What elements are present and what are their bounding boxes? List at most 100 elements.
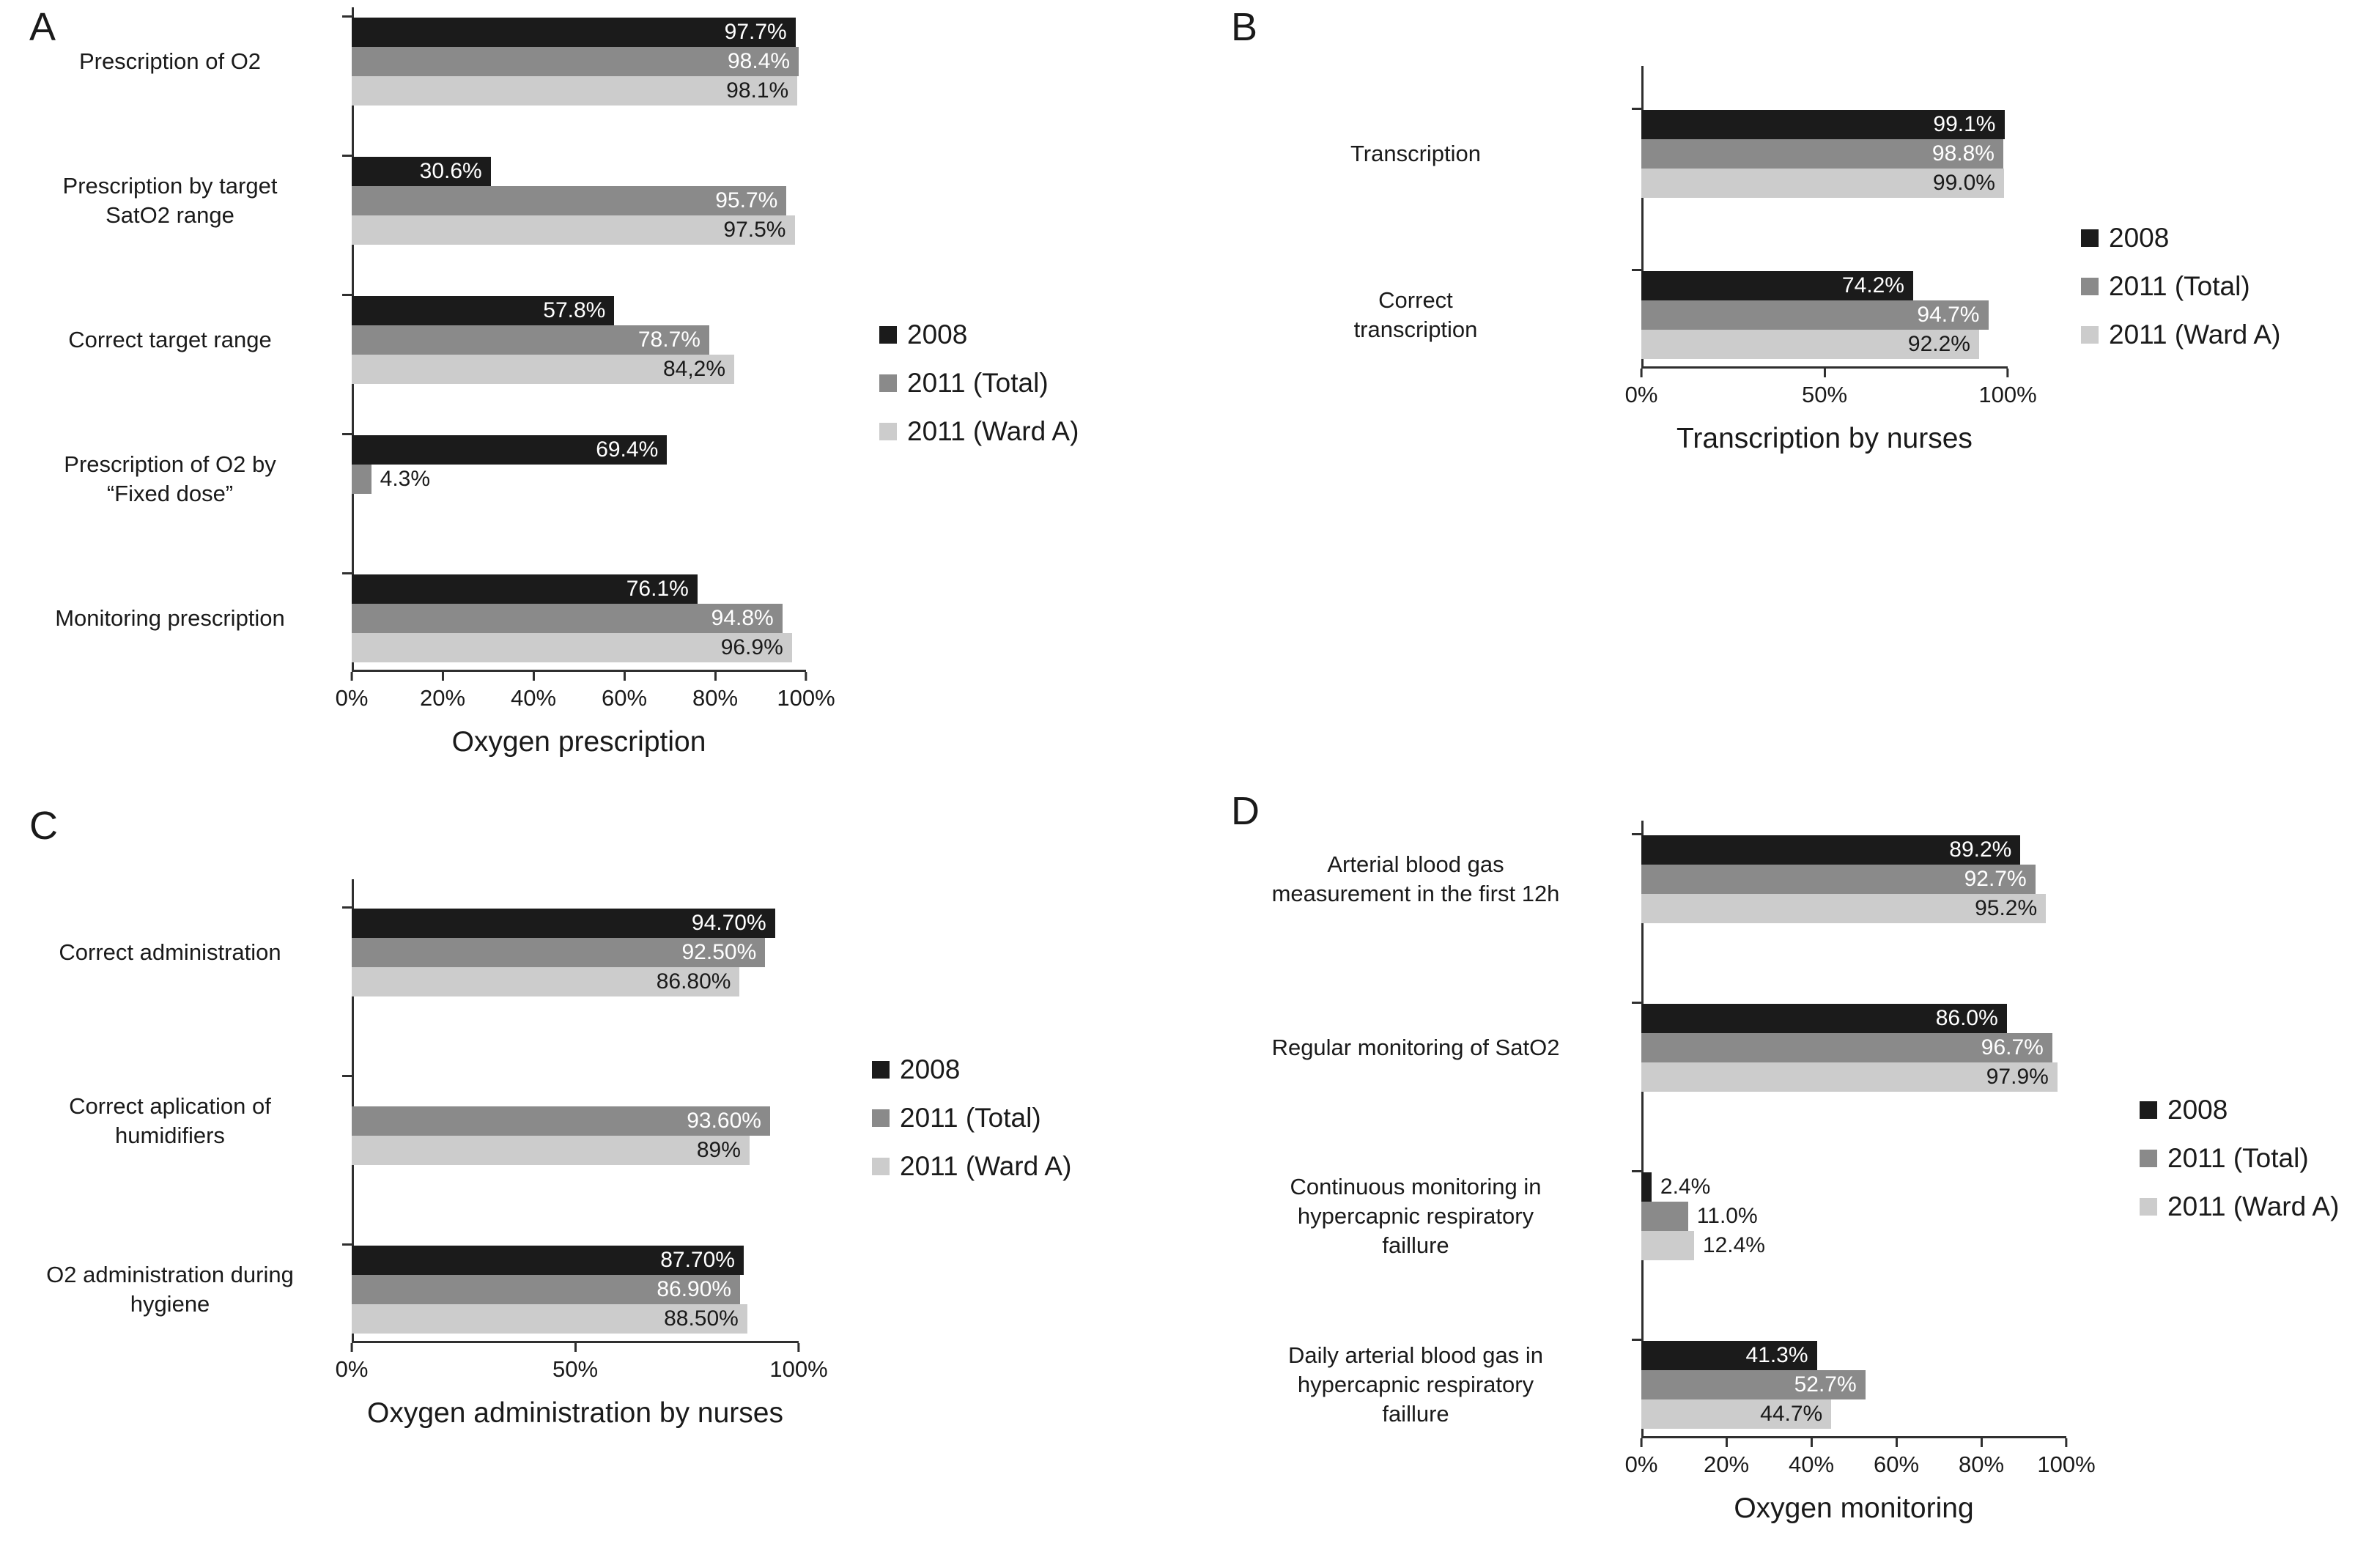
legend-swatch <box>879 325 897 344</box>
x-tick-mark <box>2065 1438 2068 1447</box>
x-tick: 80% <box>692 672 738 711</box>
x-tick: 100% <box>769 1343 828 1383</box>
bar-slot: 92.7% <box>1641 865 2066 894</box>
x-tick-mark <box>1640 369 1643 377</box>
bar-stack: 94.70% 92.50% 86.80% <box>352 909 799 996</box>
x-tick-label: 80% <box>1958 1451 2005 1477</box>
category-label: Correct aplication of humidifiers <box>69 1093 271 1148</box>
bar-value-label: 98.1% <box>726 78 789 103</box>
panel-letter-d: D <box>1231 789 1260 833</box>
bar-groups: Arterial blood gas measurement in the fi… <box>1231 821 2066 1436</box>
bar-2008: 87.70% <box>352 1246 744 1275</box>
bar-group: Prescription by target SatO2 range 30.6% 9… <box>29 155 806 245</box>
legend-label: 2011 (Ward A) <box>2167 1191 2340 1221</box>
x-tick-mark <box>797 1343 800 1352</box>
bar-2011 (Ward A): 97.5% <box>352 215 795 245</box>
bar-2011 (Total): 94.8% <box>352 604 783 633</box>
bar-stack: 41.3% 52.7% 44.7% <box>1641 1341 2066 1429</box>
bar-value-label: 95.2% <box>1975 896 2038 920</box>
x-tick: 40% <box>511 672 556 711</box>
bar-value-label: 57.8% <box>543 298 606 322</box>
bar-slot: 41.3% <box>1641 1341 2066 1370</box>
bar-2011 (Total) <box>1641 1202 1688 1231</box>
x-tick-mark <box>805 672 807 681</box>
x-tick-label: 50% <box>552 1356 599 1382</box>
x-tick-label: 40% <box>510 685 557 711</box>
bar-stack: 87.70% 86.90% 88.50% <box>352 1246 799 1334</box>
legend-swatch <box>872 1060 890 1079</box>
x-tick: 60% <box>1874 1438 1919 1478</box>
x-tick-label: 50% <box>1801 382 1848 407</box>
x-axis-title: Oxygen monitoring <box>1734 1493 1974 1524</box>
legend-item: 2011 (Total) <box>2140 1143 2339 1174</box>
x-tick: 0% <box>335 672 369 711</box>
bar-value-label: 78.7% <box>637 328 700 352</box>
bar-slot: 44.7% <box>1641 1399 2066 1429</box>
bar-groups: Prescription of O2 97.7% 98.4% 98.1% Prescri… <box>29 7 806 670</box>
x-tick: 40% <box>1789 1438 1834 1478</box>
panel-letter-c: C <box>29 804 58 848</box>
legend-label: 2008 <box>907 319 968 350</box>
bar-stack: 2.4% 11.0% 12.4% <box>1641 1172 2066 1260</box>
bar-value-label: 98.4% <box>728 49 791 73</box>
bar-value-label: 86.90% <box>657 1277 732 1301</box>
bar-value-label: 92.7% <box>1964 867 2027 891</box>
bar-stack: 76.1% 94.8% 96.9% <box>352 574 806 662</box>
bar-value-label: 92.2% <box>1907 332 1970 356</box>
bar-stack: 99.1% 98.8% 99.0% <box>1641 110 2008 198</box>
bar-stack: 74.2% 94.7% 92.2% <box>1641 271 2008 359</box>
bar-groups: Transcription 99.1% 98.8% 99.0% Correct tran… <box>1231 66 2008 366</box>
x-tick: 20% <box>420 672 465 711</box>
legend-label: 2008 <box>900 1054 961 1084</box>
bar-stack: 57.8% 78.7% 84,2% <box>352 296 806 384</box>
bar-slot: 69.4% <box>352 435 806 465</box>
bar-2011 (Total): 52.7% <box>1641 1370 1866 1399</box>
x-tick-label: 80% <box>692 685 739 711</box>
bar-2011 (Total): 98.4% <box>352 47 799 76</box>
x-tick-mark <box>532 672 535 681</box>
bar-value-label: 86.0% <box>1935 1006 1998 1030</box>
bar-2008: 30.6% <box>352 157 491 186</box>
bar-value-label: 12.4% <box>1702 1233 1765 1257</box>
x-tick-label: 0% <box>335 685 369 711</box>
bar-value-label: 97.7% <box>724 20 787 44</box>
x-tick: 50% <box>1802 369 1847 408</box>
bar-value-label: 97.9% <box>1986 1065 2049 1089</box>
bar-slot: 95.2% <box>1641 894 2066 923</box>
bar-stack: 97.7% 98.4% 98.1% <box>352 18 806 106</box>
x-tick: 100% <box>1978 369 2037 408</box>
bar-2008: 97.7% <box>352 18 796 47</box>
bar-slot: 94.8% <box>352 604 806 633</box>
bar-value-label: 30.6% <box>419 159 482 183</box>
x-tick-mark <box>1725 1438 1728 1447</box>
bar-slot: 52.7% <box>1641 1370 2066 1399</box>
bar-slot: 89% <box>352 1136 799 1165</box>
bar-2011 (Total): 96.7% <box>1641 1033 2052 1062</box>
bar-value-label: 87.70% <box>660 1248 735 1272</box>
bar-slot: 4.3% <box>352 465 806 494</box>
bar-stack: 93.60% 89% <box>352 1077 799 1165</box>
bar-value-label: 92.50% <box>681 940 757 964</box>
bar-2008: 41.3% <box>1641 1341 1817 1370</box>
bar-2011 (Ward A): 95.2% <box>1641 894 2047 923</box>
bar-2011 (Total): 95.7% <box>352 186 787 215</box>
category-label: Correct transcription <box>1353 287 1478 342</box>
x-axis: 0% 50% 100% <box>336 1341 828 1386</box>
bar-stack: 30.6% 95.7% 97.5% <box>352 157 806 245</box>
bar-group: Correct aplication of humidifiers 93.60% 8… <box>29 1075 799 1165</box>
x-tick-mark <box>623 672 626 681</box>
bar-2011 (Ward A): 86.80% <box>352 967 740 996</box>
bar-slot: 88.50% <box>352 1304 799 1334</box>
x-tick-label: 0% <box>1624 382 1658 407</box>
bar-value-label: 76.1% <box>626 577 689 601</box>
bar-slot <box>352 1077 799 1106</box>
bar-2008 <box>1641 1172 1652 1202</box>
bar-slot: 95.7% <box>352 186 806 215</box>
legend-item: 2011 (Ward A) <box>2140 1191 2339 1222</box>
bar-value-label: 95.7% <box>715 188 778 212</box>
legend-item: 2011 (Total) <box>872 1103 1071 1134</box>
bar-2011 (Total): 94.7% <box>1641 300 1989 330</box>
bar-stack: 69.4% 4.3% <box>352 435 806 523</box>
panel-b: B Transcription 99.1% 98.8% 99.0% Correct tr… <box>1231 7 2280 455</box>
bar-2008: 69.4% <box>352 435 668 465</box>
